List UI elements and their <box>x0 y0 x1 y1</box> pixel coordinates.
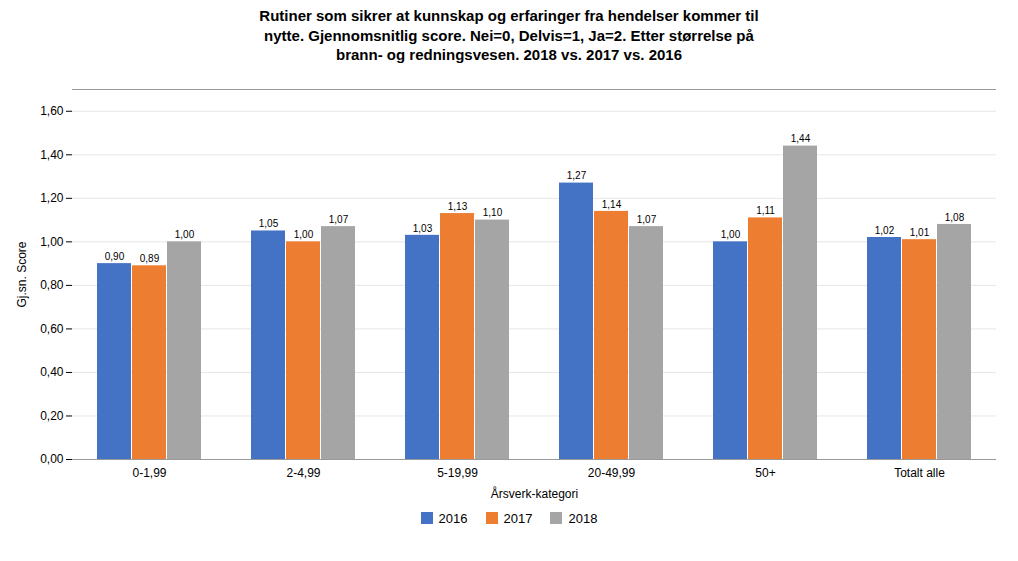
svg-text:2-4,99: 2-4,99 <box>286 466 320 480</box>
svg-text:0,80: 0,80 <box>40 278 64 292</box>
svg-text:1,03: 1,03 <box>413 222 433 233</box>
svg-text:50+: 50+ <box>755 466 775 480</box>
svg-text:0,00: 0,00 <box>40 452 64 466</box>
svg-text:Totalt alle: Totalt alle <box>894 466 945 480</box>
html-text:2018: 2018 <box>568 510 598 526</box>
svg-text:Årsverk-kategori: Årsverk-kategori <box>491 485 578 500</box>
svg-text:1,00: 1,00 <box>294 229 314 240</box>
svg-text:1,00: 1,00 <box>40 234 64 248</box>
svg-text:1,07: 1,07 <box>329 213 349 224</box>
svg-text:1,60: 1,60 <box>40 104 64 118</box>
html-text:2016: 2016 <box>438 510 468 526</box>
svg-text:1,20: 1,20 <box>40 191 64 205</box>
svg-text:1,05: 1,05 <box>259 218 279 229</box>
svg-text:1,11: 1,11 <box>756 205 775 216</box>
svg-text:1,00: 1,00 <box>721 229 741 240</box>
svg-text:0,90: 0,90 <box>105 250 125 261</box>
svg-text:0,89: 0,89 <box>140 252 160 263</box>
html-text:2017: 2017 <box>503 510 533 526</box>
svg-text:1,44: 1,44 <box>791 133 811 144</box>
svg-text:1,40: 1,40 <box>40 147 64 161</box>
svg-text:1,02: 1,02 <box>875 224 895 235</box>
svg-text:1,08: 1,08 <box>945 211 965 222</box>
svg-text:1,07: 1,07 <box>637 213 657 224</box>
svg-text:5-19,99: 5-19,99 <box>437 466 478 480</box>
svg-text:Gj.sn. Score: Gj.sn. Score <box>15 241 29 307</box>
svg-text:1,10: 1,10 <box>483 207 503 218</box>
html-text:Rutiner som sikrer at kunnskap: Rutiner som sikrer at kunnskap og erfari… <box>259 7 759 63</box>
svg-text:1,13: 1,13 <box>448 200 468 211</box>
svg-text:0,20: 0,20 <box>40 408 64 422</box>
svg-text:0-1,99: 0-1,99 <box>132 466 166 480</box>
svg-text:1,01: 1,01 <box>910 226 930 237</box>
svg-text:1,14: 1,14 <box>602 198 622 209</box>
svg-text:20-49,99: 20-49,99 <box>588 466 636 480</box>
svg-text:1,27: 1,27 <box>567 170 587 181</box>
svg-text:0,60: 0,60 <box>40 321 64 335</box>
svg-text:0,40: 0,40 <box>40 365 64 379</box>
svg-text:1,00: 1,00 <box>175 229 195 240</box>
